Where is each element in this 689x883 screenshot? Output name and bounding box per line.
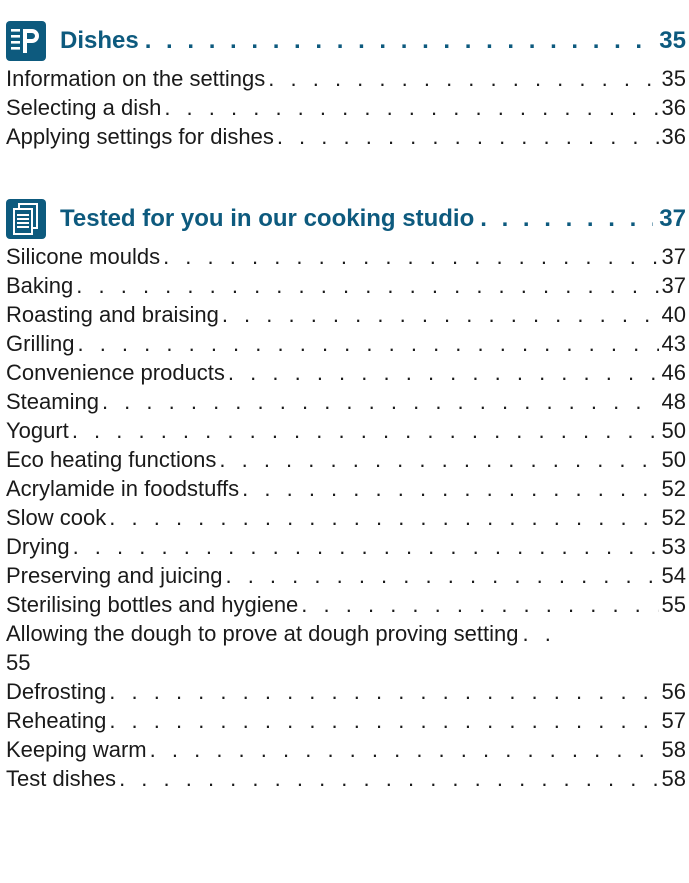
entry-page: 36 (661, 124, 686, 149)
leader-dots: . . . . . . . . . . . . . . . . . . . . … (242, 476, 658, 501)
toc-entry[interactable]: Yogurt. . . . . . . . . . . . . . . . . … (6, 416, 686, 445)
toc-entry[interactable]: Grilling. . . . . . . . . . . . . . . . … (6, 329, 686, 358)
toc-section-dishes: Dishes . . . . . . . . . . . . . . . . .… (6, 18, 686, 151)
section-page: 35 (659, 27, 686, 54)
entry-title: Defrosting (6, 679, 107, 704)
toc-entry[interactable]: Steaming. . . . . . . . . . . . . . . . … (6, 387, 686, 416)
toc-entry[interactable]: Convenience products. . . . . . . . . . … (6, 358, 686, 387)
entry-title: Drying (6, 534, 70, 559)
leader-dots: . . . . . . . . . . . . . . . . . . . . … (76, 273, 658, 298)
entry-title: Allowing the dough to prove at dough pro… (6, 621, 519, 646)
leader-dots: . . (522, 621, 556, 646)
entry-title: Keeping warm (6, 737, 147, 762)
leader-dots: . . . . . . . . . . . . . . . . . . . . … (144, 27, 654, 54)
entry-page: 52 (661, 505, 686, 530)
leader-dots: . . . . . . . . . . . . . . . . . . . . … (219, 447, 658, 472)
toc-entry[interactable]: Acrylamide in foodstuffs. . . . . . . . … (6, 474, 686, 503)
toc-entry[interactable]: Eco heating functions. . . . . . . . . .… (6, 445, 686, 474)
leader-dots: . . . . . . . . . . . . . . . . . . . . … (149, 737, 659, 762)
entry-page: 55 (6, 650, 31, 675)
entry-title: Applying settings for dishes (6, 124, 274, 149)
toc-entry[interactable]: Keeping warm. . . . . . . . . . . . . . … (6, 735, 686, 764)
entry-page: 46 (661, 360, 686, 385)
toc-entry[interactable]: Baking. . . . . . . . . . . . . . . . . … (6, 271, 686, 300)
leader-dots: . . . . . . . . . . . . . . . . . . . . … (163, 244, 658, 269)
section-heading[interactable]: Dishes . . . . . . . . . . . . . . . . .… (6, 18, 686, 64)
section-title: Dishes (60, 27, 139, 54)
leader-dots: . . . . . . . . . . . . . . . . . . . . … (71, 418, 659, 443)
entry-title: Reheating (6, 708, 107, 733)
section-page: 37 (659, 205, 686, 232)
toc-entry[interactable]: Roasting and braising. . . . . . . . . .… (6, 300, 686, 329)
entry-page: 37 (661, 273, 686, 298)
leader-dots: . . . . . . . . . . . . . . . . . . . . … (77, 331, 658, 356)
leader-dots: . . . . . . . . . . . . . . . . . . . . … (276, 124, 659, 149)
entry-page: 56 (661, 679, 686, 704)
leader-dots: . . . . . . . . . . . . . . . . . . . . … (268, 66, 658, 91)
program-p-icon (6, 21, 46, 61)
entry-page: 36 (661, 95, 686, 120)
leader-dots: . . . . . . . . . . . . . . . . . . . . … (101, 389, 659, 414)
document-list-icon (6, 199, 46, 239)
entry-page: 54 (661, 563, 686, 588)
entry-title: Selecting a dish (6, 95, 162, 120)
toc-entry[interactable]: Slow cook. . . . . . . . . . . . . . . .… (6, 503, 686, 532)
leader-dots: . . . . . . . . . . . . . . . . . . . . … (301, 592, 658, 617)
toc-entry-wrapped[interactable]: Allowing the dough to prove at dough pro… (6, 619, 686, 677)
entry-page: 55 (661, 592, 686, 617)
entry-page: 43 (661, 331, 686, 356)
entry-title: Silicone moulds (6, 244, 161, 269)
entry-title: Information on the settings (6, 66, 266, 91)
leader-dots: . . . . . . . . . . . . . . . . . . . . … (221, 302, 659, 327)
entry-page: 40 (661, 302, 686, 327)
entry-page: 35 (661, 66, 686, 91)
entry-page: 50 (661, 418, 686, 443)
leader-dots: . . . . . . . . . . . . . . . . . (480, 205, 653, 232)
entry-title: Eco heating functions (6, 447, 217, 472)
entry-title: Convenience products (6, 360, 225, 385)
toc-entry[interactable]: Silicone moulds. . . . . . . . . . . . .… (6, 242, 686, 271)
toc-entry[interactable]: Preserving and juicing. . . . . . . . . … (6, 561, 686, 590)
entry-page: 50 (661, 447, 686, 472)
entry-title: Yogurt (6, 418, 69, 443)
entry-title: Steaming (6, 389, 99, 414)
entry-page: 37 (661, 244, 686, 269)
toc-entry[interactable]: Reheating. . . . . . . . . . . . . . . .… (6, 706, 686, 735)
toc-section-tested: Tested for you in our cooking studio . .… (6, 196, 686, 793)
toc-entry[interactable]: Applying settings for dishes . . . . . .… (6, 122, 686, 151)
entry-title: Baking (6, 273, 74, 298)
leader-dots: . . . . . . . . . . . . . . . . . . . . … (225, 563, 659, 588)
entry-title: Grilling (6, 331, 75, 356)
entry-page: 58 (661, 737, 686, 762)
section-heading[interactable]: Tested for you in our cooking studio . .… (6, 196, 686, 242)
toc-entries: Silicone moulds. . . . . . . . . . . . .… (6, 242, 686, 793)
toc-entries: Information on the settings . . . . . . … (6, 64, 686, 151)
toc-entry[interactable]: Sterilising bottles and hygiene. . . . .… (6, 590, 686, 619)
entry-title: Test dishes (6, 766, 117, 791)
entry-page: 52 (661, 476, 686, 501)
leader-dots: . . . . . . . . . . . . . . . . . . . . … (72, 534, 659, 559)
entry-title: Slow cook (6, 505, 107, 530)
leader-dots: . . . . . . . . . . . . . . . . . . . . … (227, 360, 659, 385)
toc-entry[interactable]: Information on the settings . . . . . . … (6, 64, 686, 93)
entry-title: Preserving and juicing (6, 563, 223, 588)
leader-dots: . . . . . . . . . . . . . . . . . . . . … (164, 95, 658, 120)
section-title: Tested for you in our cooking studio (60, 205, 475, 232)
entry-title: Sterilising bottles and hygiene (6, 592, 299, 617)
entry-title: Roasting and braising (6, 302, 219, 327)
leader-dots: . . . . . . . . . . . . . . . . . . . . … (109, 679, 658, 704)
toc-entry[interactable]: Defrosting. . . . . . . . . . . . . . . … (6, 677, 686, 706)
leader-dots: . . . . . . . . . . . . . . . . . . . . … (119, 766, 658, 791)
toc-entry[interactable]: Drying. . . . . . . . . . . . . . . . . … (6, 532, 686, 561)
entry-page: 48 (661, 389, 686, 414)
leader-dots: . . . . . . . . . . . . . . . . . . . . … (109, 505, 658, 530)
entry-page: 57 (661, 708, 686, 733)
entry-page: 58 (661, 766, 686, 791)
toc-entry[interactable]: Selecting a dish . . . . . . . . . . . .… (6, 93, 686, 122)
entry-title: Acrylamide in foodstuffs (6, 476, 240, 501)
leader-dots: . . . . . . . . . . . . . . . . . . . . … (109, 708, 658, 733)
entry-page: 53 (661, 534, 686, 559)
toc-entry[interactable]: Test dishes. . . . . . . . . . . . . . .… (6, 764, 686, 793)
